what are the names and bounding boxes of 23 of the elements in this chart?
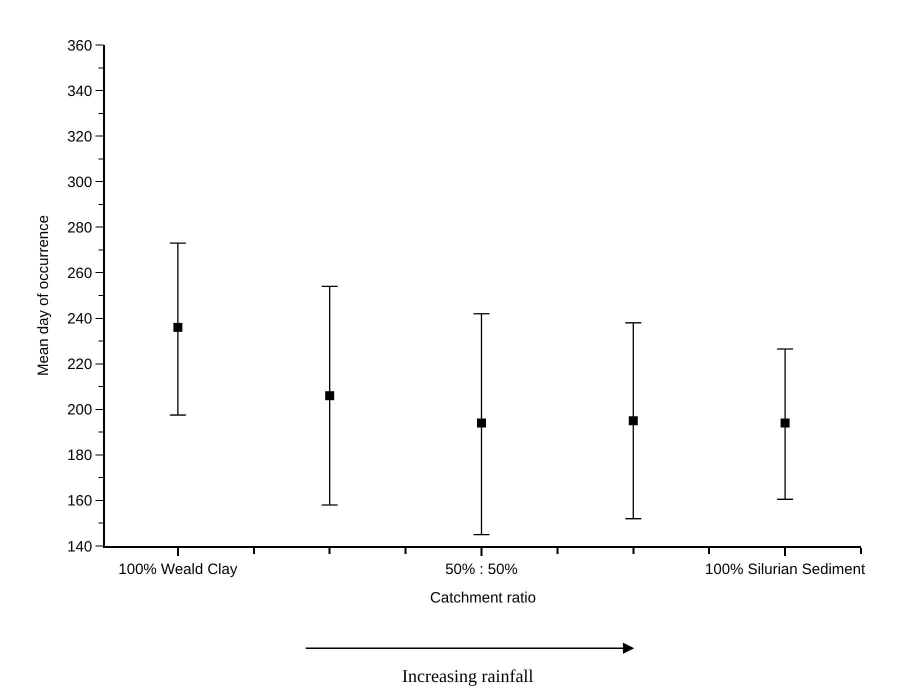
x-tick-label: 100% Weald Clay (118, 560, 238, 578)
y-tick-label: 320 (67, 128, 92, 146)
y-tick-label: 260 (67, 264, 92, 282)
point (780, 418, 790, 428)
text: Increasing rainfall (402, 666, 534, 686)
y-axis-title: Mean day of occurrence (34, 215, 52, 376)
point (173, 322, 182, 332)
x-axis-title: Catchment ratio (430, 589, 536, 606)
y-tick-label: 220 (67, 356, 92, 374)
y-tick-label: 360 (67, 37, 92, 54)
x-tick-label: 50% : 50% (445, 560, 518, 578)
point (325, 391, 334, 400)
point (628, 416, 638, 426)
y-tick-label: 200 (67, 402, 92, 419)
y-tick-label: 180 (67, 447, 92, 464)
point (476, 418, 486, 428)
x-tick-label: 100% Silurian Sediment (705, 560, 866, 578)
y-tick-label: 160 (67, 492, 92, 510)
y-tick-label: 280 (67, 219, 92, 236)
y-tick-label: 340 (67, 82, 92, 100)
y-tick-label: 140 (67, 538, 92, 556)
y-tick-label: 240 (67, 310, 92, 328)
y-tick-label: 300 (67, 174, 92, 191)
